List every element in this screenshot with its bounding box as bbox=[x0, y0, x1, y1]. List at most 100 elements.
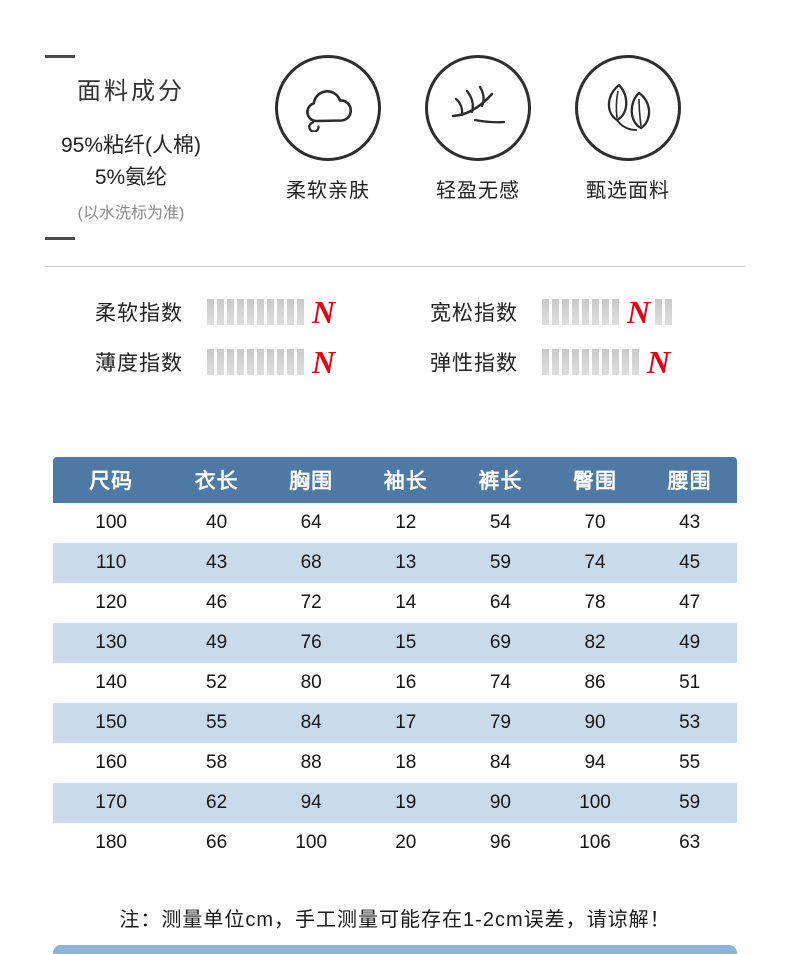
size-table-cell: 76 bbox=[300, 632, 322, 653]
index-bar-segment bbox=[267, 349, 274, 375]
index-bar-segment bbox=[287, 299, 294, 325]
size-table-cell: 46 bbox=[206, 592, 228, 613]
index-bar-segment bbox=[297, 349, 304, 375]
index-bar-segment bbox=[247, 349, 254, 375]
index-bar-segment bbox=[237, 299, 244, 325]
size-table-body: 100 40 64 12 54 70 43 110 43 68 13 59 74 45 120 46 72 14 6… bbox=[53, 503, 737, 863]
size-table-cell: 53 bbox=[679, 712, 701, 733]
size-table-cell: 74 bbox=[584, 552, 606, 573]
size-table-row: 110 43 68 13 59 74 45 bbox=[53, 543, 737, 583]
size-table-cell: 106 bbox=[579, 832, 611, 853]
size-table-wrap: 尺码 衣长 胸围 袖长 裤长 臀围 腰围 100 40 64 12 54 70 43 110 43 68 13 5… bbox=[53, 457, 737, 863]
size-table-cell: 49 bbox=[206, 632, 228, 653]
feature-fabric: 甄选面料 bbox=[575, 55, 681, 240]
size-table-row: 160 58 88 18 84 94 55 bbox=[53, 743, 737, 783]
size-table-cell: 64 bbox=[300, 512, 322, 533]
index-bar-segment bbox=[562, 349, 569, 375]
fabric-composition-line1: 95%粘纤(人棉) bbox=[60, 134, 202, 157]
index-bar-segment bbox=[582, 299, 589, 325]
size-table-cell: 16 bbox=[395, 672, 417, 693]
index-row: 柔软指数 N bbox=[95, 295, 430, 329]
size-table-cell: 78 bbox=[584, 592, 606, 613]
size-table-cell: 150 bbox=[95, 712, 127, 733]
feather-icon bbox=[425, 55, 531, 161]
size-table-cell: 100 bbox=[295, 832, 328, 853]
size-table-cell: 69 bbox=[489, 632, 511, 653]
fabric-wash-label-note: (以水洗标为准) bbox=[77, 205, 185, 222]
feature-label: 甄选面料 bbox=[586, 180, 670, 202]
index-bar-segment bbox=[257, 299, 264, 325]
index-bar-segment bbox=[572, 349, 579, 375]
next-section-strip bbox=[53, 945, 737, 954]
fabric-composition-line2: 5%氨纶 bbox=[94, 165, 168, 189]
size-table-cell: 55 bbox=[206, 712, 228, 733]
size-table-cell: 54 bbox=[489, 512, 511, 533]
size-table-cell: 90 bbox=[489, 792, 511, 813]
size-table-cell: 100 bbox=[95, 512, 127, 533]
index-bar-segment bbox=[655, 299, 663, 325]
index-row: 弹性指数 N bbox=[430, 345, 750, 379]
size-table-cell: 79 bbox=[489, 712, 511, 733]
index-bar-segment bbox=[622, 349, 629, 375]
index-bar-segment bbox=[632, 349, 639, 375]
index-bar-segment bbox=[277, 349, 284, 375]
size-table-header-cell: 袖长 bbox=[358, 457, 454, 503]
size-table-cell: 80 bbox=[300, 672, 322, 693]
index-bar-segment bbox=[572, 299, 579, 325]
index-bar: N bbox=[207, 346, 340, 378]
size-table-cell: 62 bbox=[206, 792, 228, 813]
index-bar-segment bbox=[287, 349, 294, 375]
index-bar-segment bbox=[552, 349, 559, 375]
index-row: 宽松指数 N bbox=[430, 295, 750, 329]
index-bar-segment bbox=[297, 299, 304, 325]
size-table-cell: 130 bbox=[95, 632, 127, 653]
size-table-cell: 72 bbox=[300, 592, 322, 613]
size-table-header-cell: 衣长 bbox=[169, 457, 264, 503]
index-label: 薄度指数 bbox=[95, 352, 183, 375]
index-bar-segment bbox=[592, 349, 599, 375]
index-bar-segment bbox=[277, 299, 284, 325]
index-bar-segment bbox=[217, 299, 224, 325]
size-table-cell: 70 bbox=[584, 512, 606, 533]
size-table-cell: 18 bbox=[395, 752, 417, 773]
size-table-cell: 58 bbox=[206, 752, 228, 773]
size-table-cell: 13 bbox=[395, 552, 417, 573]
measurement-note: 注：测量单位cm，手工测量可能存在1-2cm误差，请谅解！ bbox=[119, 909, 671, 931]
size-table-row: 150 55 84 17 79 90 53 bbox=[53, 703, 737, 743]
size-table-cell: 84 bbox=[300, 712, 322, 733]
index-bar-segment bbox=[227, 349, 234, 375]
feature-light: 轻盈无感 bbox=[425, 55, 531, 240]
fabric-section: 面料成分 95%粘纤(人棉) 5%氨纶 (以水洗标为准) 柔软亲肤 bbox=[0, 0, 790, 240]
index-bar-segment bbox=[542, 299, 549, 325]
size-table-cell: 51 bbox=[679, 672, 701, 693]
fabric-section-title: 面料成分 bbox=[77, 78, 185, 105]
size-table-header-cell: 尺码 bbox=[53, 457, 170, 503]
deco-line-top bbox=[45, 55, 75, 58]
index-bar-segment bbox=[592, 299, 599, 325]
size-table-cell: 90 bbox=[584, 712, 606, 733]
index-bar-segment bbox=[562, 299, 569, 325]
size-table-cell: 180 bbox=[95, 832, 127, 853]
feature-label: 柔软亲肤 bbox=[286, 180, 370, 202]
index-label: 柔软指数 bbox=[95, 302, 183, 325]
size-table-cell: 64 bbox=[489, 592, 511, 613]
size-table-cell: 140 bbox=[95, 672, 127, 693]
size-table-header-cell: 裤长 bbox=[453, 457, 548, 503]
size-table-cell: 66 bbox=[206, 832, 228, 853]
size-table-cell: 120 bbox=[95, 592, 127, 613]
index-level-mark: N bbox=[627, 294, 651, 330]
size-table-cell: 88 bbox=[300, 752, 322, 773]
size-table-cell: 84 bbox=[489, 752, 511, 773]
index-bar-segment bbox=[542, 349, 549, 375]
size-table-cell: 74 bbox=[489, 672, 511, 693]
size-table-row: 130 49 76 15 69 82 49 bbox=[53, 623, 737, 663]
index-bar-segment bbox=[267, 299, 274, 325]
size-table-cell: 96 bbox=[489, 832, 511, 853]
feature-list: 柔软亲肤 轻盈无感 bbox=[275, 55, 681, 240]
index-bar: N bbox=[207, 296, 340, 328]
size-table-head: 尺码 衣长 胸围 袖长 裤长 臀围 腰围 bbox=[53, 457, 737, 503]
size-table-cell: 43 bbox=[206, 552, 228, 573]
section-divider bbox=[45, 266, 745, 267]
size-table-row: 100 40 64 12 54 70 43 bbox=[53, 503, 737, 543]
size-table-cell: 100 bbox=[579, 792, 611, 813]
